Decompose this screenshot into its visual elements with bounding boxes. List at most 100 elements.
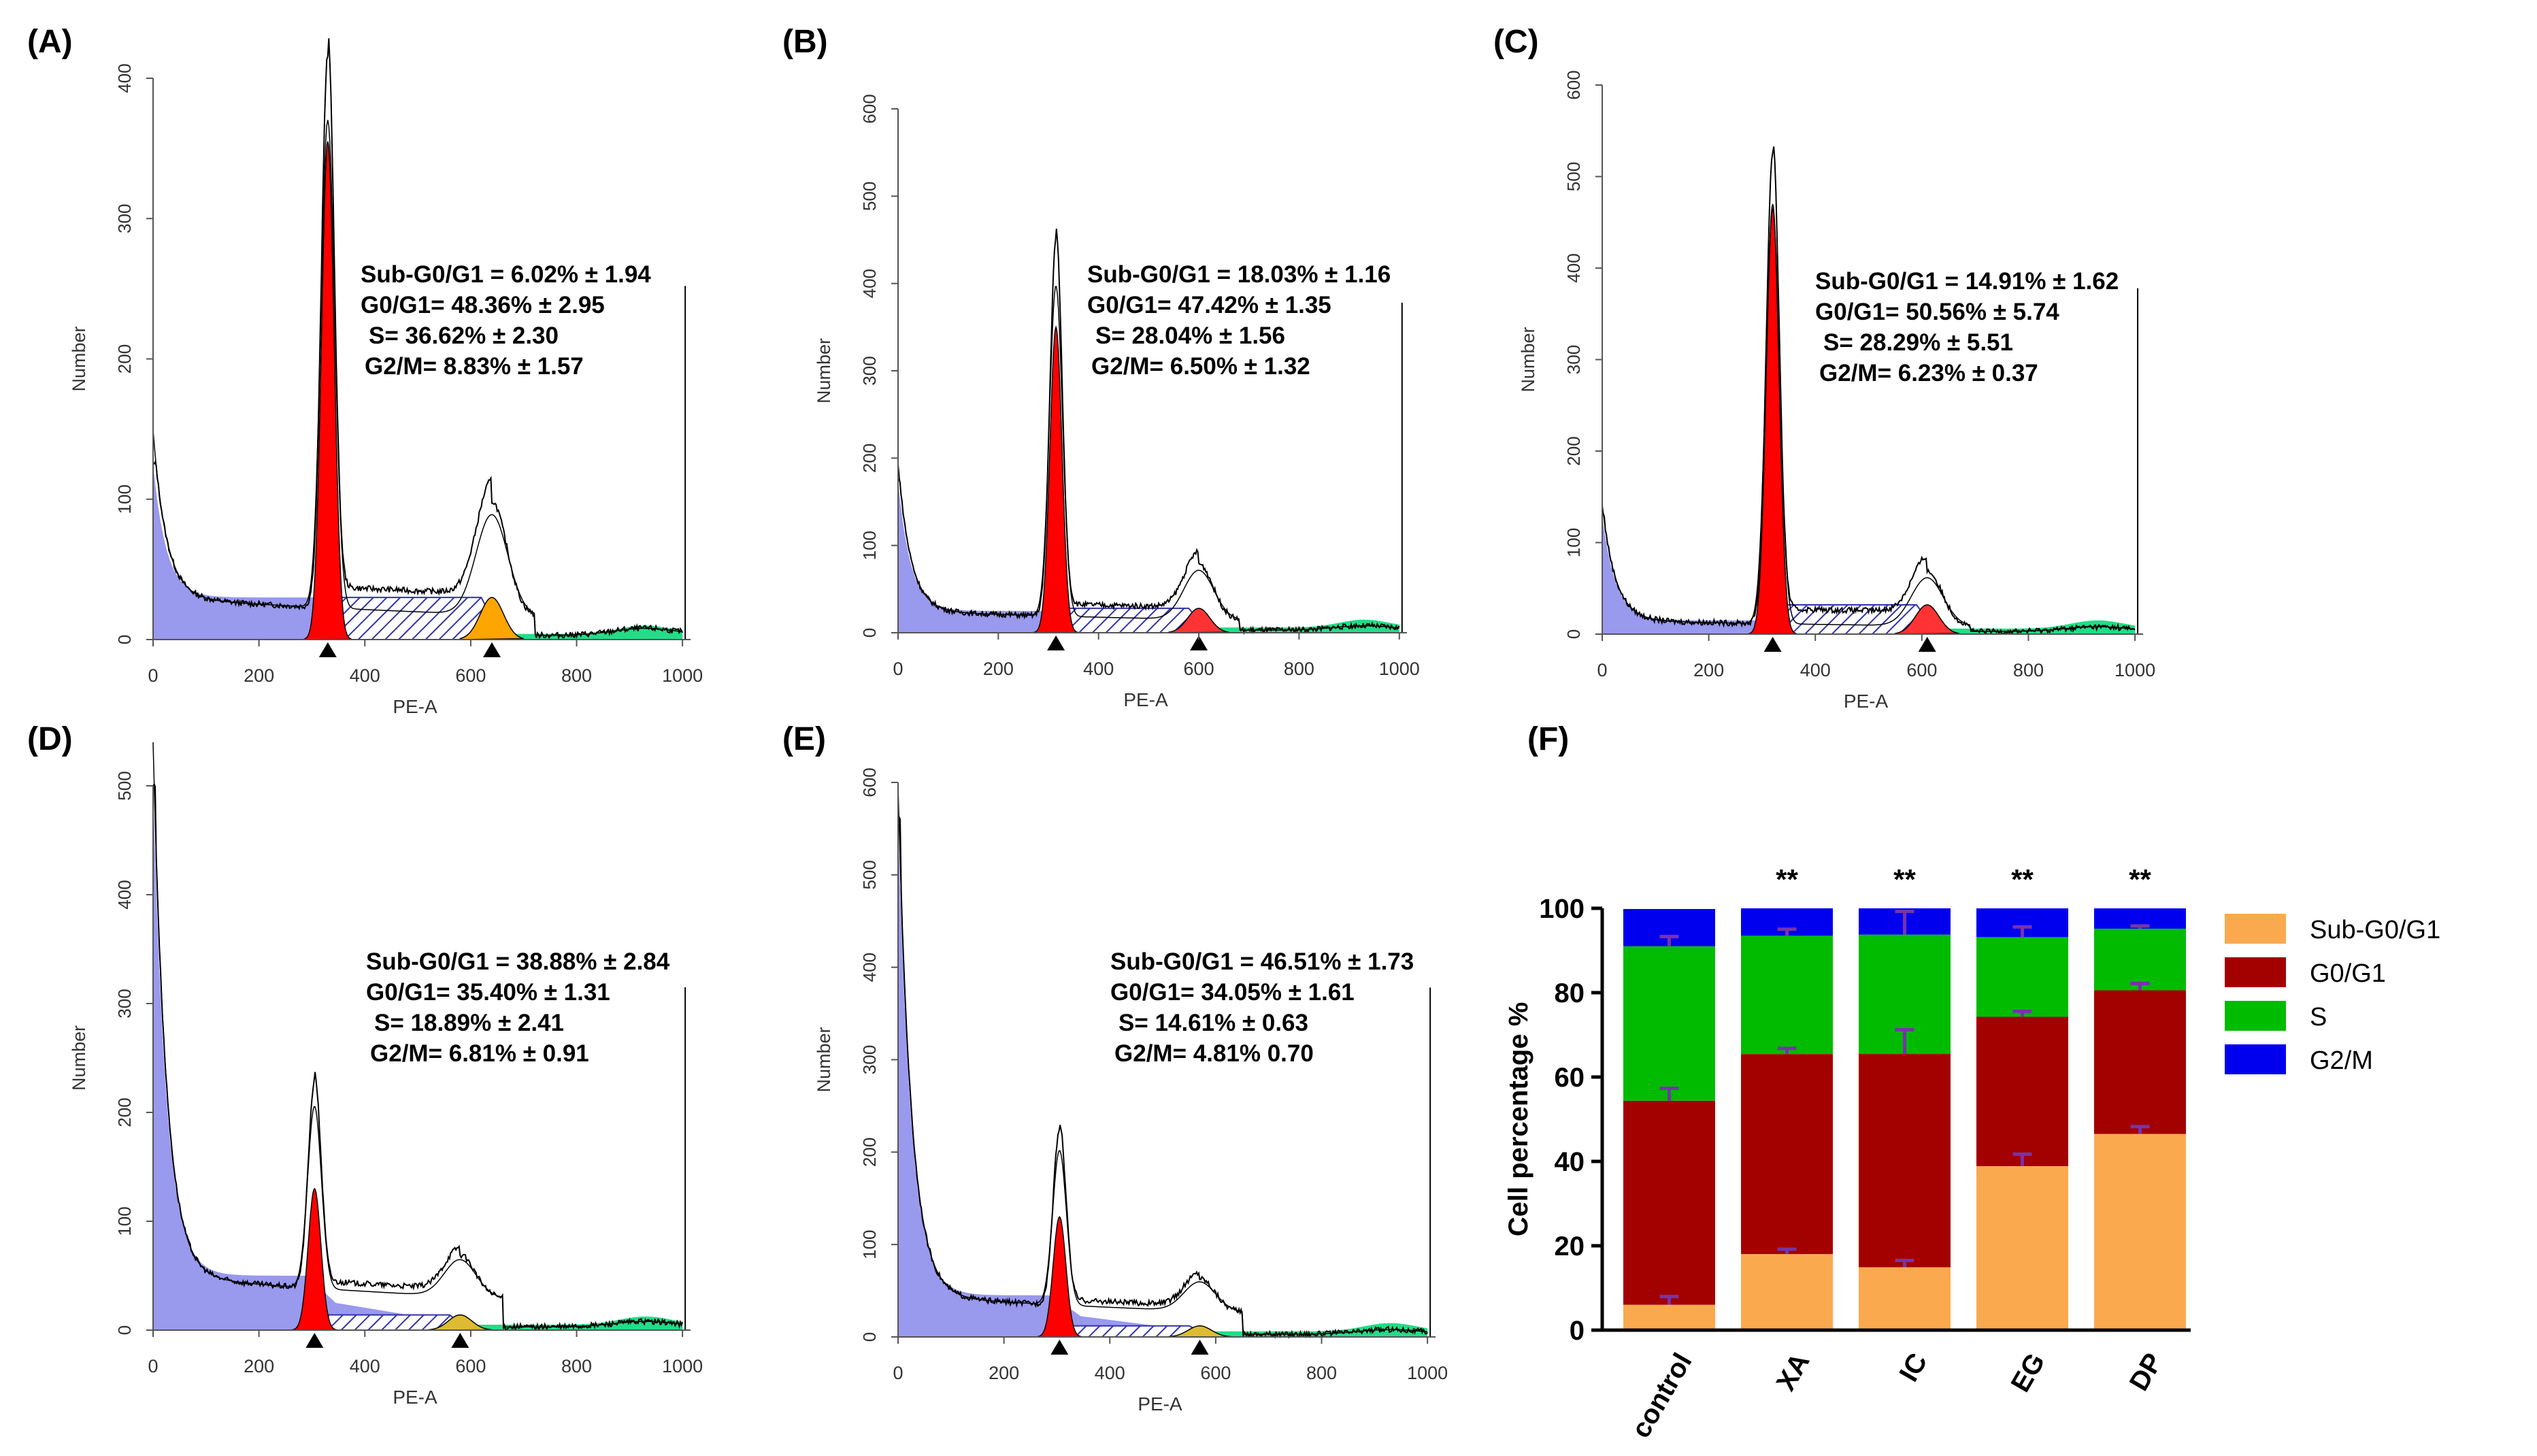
y-tick-label: 100	[859, 531, 880, 560]
sub-g0g1-area	[898, 819, 1428, 1337]
bar-segment-s	[1741, 936, 1833, 1055]
x-tick-label: 600	[1200, 1363, 1231, 1383]
x-tick-label: 0	[893, 659, 903, 679]
significance-mark: **	[2011, 863, 2034, 895]
x-tick-label: 0	[1597, 660, 1607, 680]
y-tick-label: 100	[114, 484, 135, 514]
x-axis-label: PE-A	[393, 1387, 437, 1408]
stat-line: S= 28.04% ± 1.56	[1095, 322, 1285, 349]
y-tick-label: 60	[1555, 1063, 1585, 1093]
panel-label: (F)	[1527, 721, 1569, 757]
histogram-panel-a: (A) 0 200 400 600 800 1000 0 100 200 300 400 PE-A Num…	[27, 24, 703, 717]
y-tick-label: 40	[1555, 1147, 1585, 1177]
y-tick-label: 600	[859, 767, 880, 797]
y-axis-label: Number	[69, 1025, 89, 1091]
fit-outline	[1602, 208, 2136, 632]
legend-label: G2/M	[2310, 1046, 2373, 1075]
stat-line: G2/M= 4.81% 0.70	[1114, 1040, 1314, 1067]
stat-line: G0/G1= 47.42% ± 1.35	[1087, 292, 1331, 318]
histogram-outline	[152, 782, 684, 1331]
bar-segment-sub-g0-g1	[2094, 1134, 2186, 1330]
bar-segment-g0-g1	[1976, 1016, 2068, 1166]
stat-line: Sub-G0/G1 = 18.03% ± 1.16	[1087, 261, 1391, 288]
stat-line: Sub-G0/G1 = 46.51% ± 1.73	[1110, 948, 1414, 975]
legend-label: G0/G1	[2310, 959, 2386, 988]
y-axis-label: Number	[814, 1027, 834, 1092]
x-tick-label: 1000	[1407, 1363, 1448, 1383]
legend-swatch	[2225, 1001, 2286, 1031]
histogram-panel-d: (D) 0 200 400 600 800 1000 0 100 200 300 400 500 PE-A…	[27, 721, 703, 1408]
y-axis-label: Number	[1518, 327, 1538, 392]
y-tick-label: 300	[114, 989, 135, 1018]
significance-mark: **	[1893, 863, 1916, 895]
fit-outline	[152, 742, 683, 1327]
g0g1-peak	[1748, 203, 1797, 635]
y-tick-label: 0	[1563, 629, 1584, 639]
axes: 0 200 400 600 800 1000 0 100 200 300 400 500 600 PE-A…	[1518, 70, 2155, 712]
y-tick-label: 0	[859, 628, 880, 638]
bar-segment-sub-g0-g1	[1976, 1165, 2068, 1330]
x-tick-label: 800	[1306, 1363, 1337, 1383]
g2-marker	[483, 642, 501, 657]
y-tick-label: 100	[1539, 894, 1585, 924]
x-tick-label: 200	[989, 1363, 1019, 1383]
x-tick-label: 0	[148, 1356, 158, 1376]
x-tick-label: 800	[1284, 659, 1314, 679]
y-tick-label: 400	[114, 880, 135, 909]
histogram-outline	[897, 815, 1428, 1340]
x-tick-label: 600	[1906, 660, 1937, 680]
x-axis-label: PE-A	[1138, 1393, 1182, 1414]
sub-g0g1-area	[898, 480, 1399, 633]
g0g1-peak	[303, 141, 352, 640]
stat-line: G2/M= 8.83% ± 1.57	[365, 353, 584, 380]
y-axis-label: Number	[69, 326, 89, 391]
stat-line: G0/G1= 34.05% ± 1.61	[1110, 979, 1355, 1006]
y-tick-label: 100	[859, 1229, 880, 1259]
g2m-peak	[1894, 604, 1959, 635]
y-tick-label: 500	[859, 860, 880, 889]
fit-outline	[152, 120, 683, 636]
x-tick-label: 1000	[662, 665, 703, 686]
stat-line: G0/G1= 35.40% ± 1.31	[366, 979, 610, 1006]
x-tick-label: 800	[561, 1356, 592, 1376]
g0g1-peak	[290, 1187, 339, 1331]
y-tick-label: 0	[114, 1325, 135, 1335]
x-tick-label: 1000	[662, 1356, 703, 1376]
y-axis-label: Number	[814, 338, 834, 403]
y-tick-label: 100	[1563, 528, 1584, 557]
legend-swatch	[2225, 1044, 2286, 1074]
y-tick-label: 500	[114, 771, 135, 800]
panel-label: (E)	[782, 721, 826, 757]
g2-marker	[1191, 1340, 1209, 1355]
significance-mark: **	[1776, 863, 1798, 895]
y-axis-label: Cell percentage %	[1504, 1002, 1533, 1237]
x-tick-label: 1000	[2115, 660, 2155, 680]
bar-segment-s	[2094, 928, 2186, 991]
y-tick-label: 400	[114, 63, 135, 93]
panel-label: (D)	[27, 721, 73, 757]
stat-line: S= 36.62% ± 2.30	[369, 322, 559, 349]
y-tick-label: 200	[1563, 436, 1584, 465]
histogram-panel-c: (C) 0 200 400 600 800 1000 0 100 200 300 400 500 600 P…	[1493, 24, 2155, 712]
g2-marker	[451, 1333, 469, 1348]
x-tick-label: 400	[350, 1356, 380, 1376]
histogram-panel-b: (B) 0 200 400 600 800 1000 0 100 200 300 400 500 600 P…	[782, 24, 1420, 710]
stat-line: S= 14.61% ± 0.63	[1118, 1010, 1308, 1036]
y-tick-label: 100	[114, 1206, 135, 1236]
x-tick-label: 1000	[1379, 659, 1420, 679]
y-tick-label: 200	[114, 1097, 135, 1127]
panel-label: (C)	[1493, 24, 1539, 60]
bar-segment-s	[1976, 937, 2068, 1017]
y-tick-label: 80	[1555, 978, 1585, 1008]
bar-segment-g0-g1	[1859, 1054, 1951, 1268]
y-tick-label: 500	[859, 182, 880, 211]
y-tick-label: 200	[859, 444, 880, 473]
stat-line: Sub-G0/G1 = 14.91% ± 1.62	[1815, 268, 2119, 295]
y-tick-label: 20	[1555, 1231, 1585, 1261]
x-tick-label: 400	[1095, 1363, 1125, 1383]
fit-outline	[897, 286, 1399, 631]
x-tick-label: 0	[893, 1363, 903, 1383]
g1-marker	[305, 1333, 324, 1348]
y-tick-label: 0	[114, 635, 135, 644]
x-tick-label: 0	[148, 665, 158, 686]
